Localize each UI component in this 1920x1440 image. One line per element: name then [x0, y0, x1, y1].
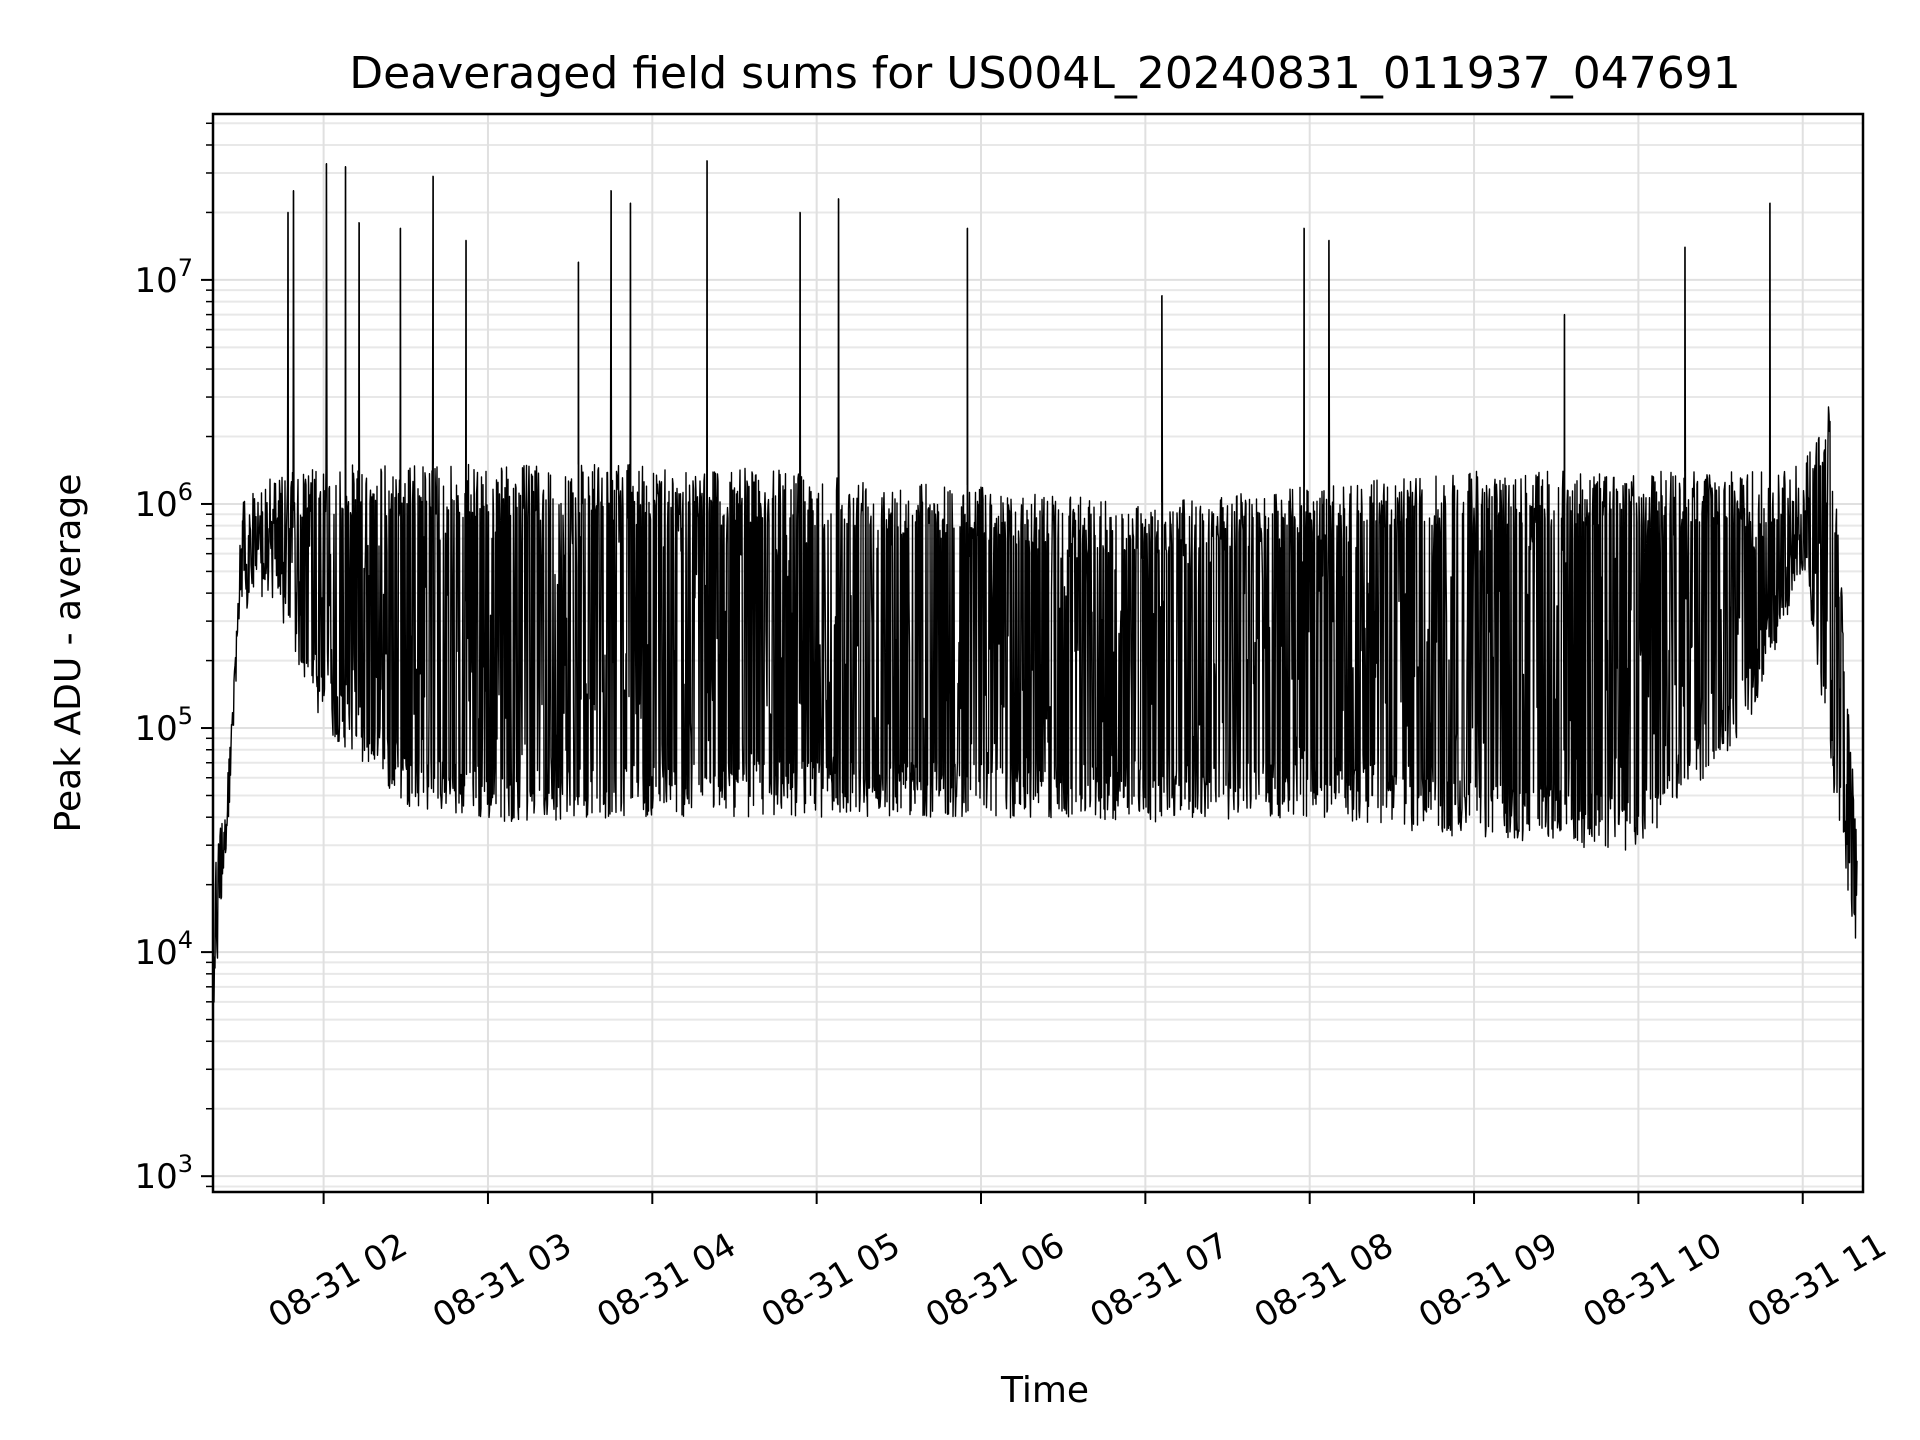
- series-line: [213, 160, 1858, 1003]
- y-tick-exponent: 6: [178, 478, 193, 506]
- y-tick-base: 10: [134, 933, 177, 973]
- y-tick-base: 10: [134, 261, 177, 301]
- plot-frame: [211, 112, 1865, 1194]
- y-tick-base: 10: [134, 1157, 177, 1197]
- tick-marks: [201, 122, 1804, 1204]
- y-tick-label: 105: [134, 702, 193, 749]
- y-tick-exponent: 4: [178, 926, 193, 954]
- y-tick-base: 10: [134, 709, 177, 749]
- series-layer: [213, 160, 1858, 1003]
- y-tick-exponent: 5: [178, 702, 193, 730]
- y-axis-label: Peak ADU - average: [48, 474, 89, 833]
- chart-title: Deaveraged field sums for US004L_2024083…: [349, 48, 1741, 99]
- y-tick-base: 10: [134, 485, 177, 525]
- y-tick-label: 107: [134, 254, 193, 301]
- y-tick-label: 103: [134, 1150, 193, 1197]
- y-tick-label: 106: [134, 478, 193, 525]
- y-tick-exponent: 3: [178, 1150, 193, 1178]
- y-tick-label: 104: [134, 926, 193, 973]
- y-tick-exponent: 7: [178, 254, 193, 282]
- x-axis-label: Time: [1000, 1370, 1089, 1411]
